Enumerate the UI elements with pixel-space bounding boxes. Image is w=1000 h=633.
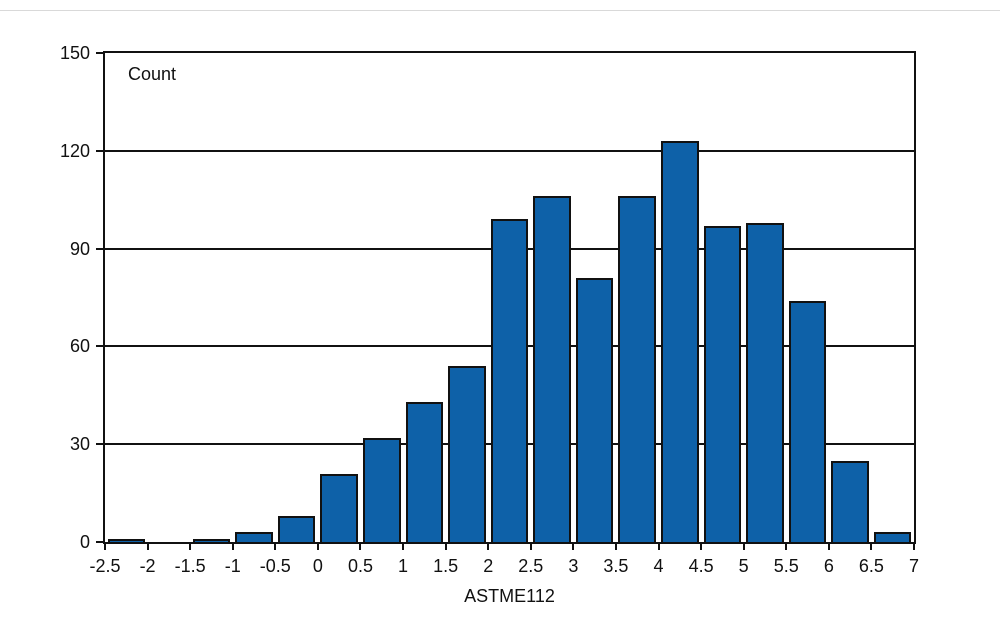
x-tick-mark-2 [487,542,490,550]
x-tick-label--0.5: -0.5 [259,556,291,576]
x-tick-label-6: 6 [823,556,834,576]
x-tick-mark--0.5 [274,542,277,550]
x-tick-mark-4.5 [700,542,703,550]
x-tick-mark-1 [402,542,405,550]
x-axis-title: ASTME112 [464,586,555,606]
histogram-bar-bin-6 [831,460,869,542]
x-tick-label-2: 2 [483,556,494,576]
y-tick-label-90: 90 [69,238,90,259]
histogram-bar-bin-4.5 [703,225,742,542]
x-tick-label--2.5: -2.5 [89,556,121,576]
histogram-bar-bin-2 [490,219,529,542]
x-tick-label-5: 5 [738,556,749,576]
y-tick-label-0: 0 [79,532,90,552]
histogram-bar-bin-0.5 [362,437,401,542]
y-tick-mark-120 [96,149,104,152]
histogram-bar-bin-5 [746,222,784,542]
plot-area [103,51,916,544]
gridline-120 [105,149,914,152]
x-tick-label-5.5: 5.5 [773,556,799,576]
x-tick-mark-3.5 [614,542,617,550]
x-tick-mark-7 [913,542,915,550]
x-tick-label-1.5: 1.5 [433,556,459,576]
histogram-bar-bin--0.5 [277,515,316,542]
x-tick-label-2.5: 2.5 [518,556,544,576]
y-tick-label-30: 30 [69,434,90,455]
histogram-bar-bin-1 [405,401,444,542]
histogram-bar-bin-2.5 [533,196,571,542]
histogram-bar-bin--2.5 [107,538,146,542]
x-tick-mark-0.5 [359,542,362,550]
histogram-bar-bin--1 [235,532,273,542]
y-tick-mark-60 [96,345,104,348]
x-tick-mark--1.5 [189,542,192,550]
x-tick-mark-0 [316,542,319,550]
x-tick-mark--2.5 [104,542,106,550]
y-tick-mark-30 [96,443,104,446]
x-tick-label--2: -2 [139,556,156,576]
x-tick-label--1: -1 [224,556,241,576]
x-tick-label-6.5: 6.5 [858,556,884,576]
x-tick-label-4: 4 [653,556,664,576]
histogram-bar-bin-3.5 [618,196,657,542]
x-tick-label--1.5: -1.5 [174,556,206,576]
x-tick-label-3.5: 3.5 [603,556,629,576]
histogram-bar-bin-1.5 [448,365,486,542]
image-top-border [0,10,1000,11]
y-tick-label-120: 120 [59,140,90,161]
y-tick-label-150: 150 [59,43,90,63]
x-tick-label-1: 1 [398,556,409,576]
y-axis-series-label: Count [128,64,177,84]
histogram-bar-bin-5.5 [788,300,827,542]
x-tick-label-0.5: 0.5 [347,556,373,576]
x-tick-mark--1 [231,542,234,550]
histogram-bar-bin--1.5 [192,538,231,542]
histogram-bar-bin-3 [575,277,614,542]
x-tick-label-4.5: 4.5 [688,556,714,576]
x-tick-mark--2 [146,542,149,550]
histogram-bar-bin-6.5 [873,532,912,542]
y-tick-mark-90 [96,247,104,250]
x-tick-label-7: 7 [908,556,919,576]
x-tick-mark-1.5 [444,542,447,550]
x-tick-mark-6.5 [870,542,873,550]
x-tick-mark-6 [827,542,830,550]
histogram-bar-bin-4 [661,141,699,542]
x-tick-label-3: 3 [568,556,579,576]
histogram-bar-bin-0 [320,473,358,542]
x-tick-mark-4 [657,542,660,550]
x-tick-mark-3 [572,542,575,550]
x-tick-label-0: 0 [312,556,323,576]
y-tick-label-60: 60 [69,336,90,357]
x-tick-mark-5.5 [785,542,788,550]
y-tick-mark-150 [96,52,104,54]
y-tick-mark-0 [96,541,104,543]
x-tick-mark-5 [742,542,745,550]
x-tick-mark-2.5 [529,542,532,550]
